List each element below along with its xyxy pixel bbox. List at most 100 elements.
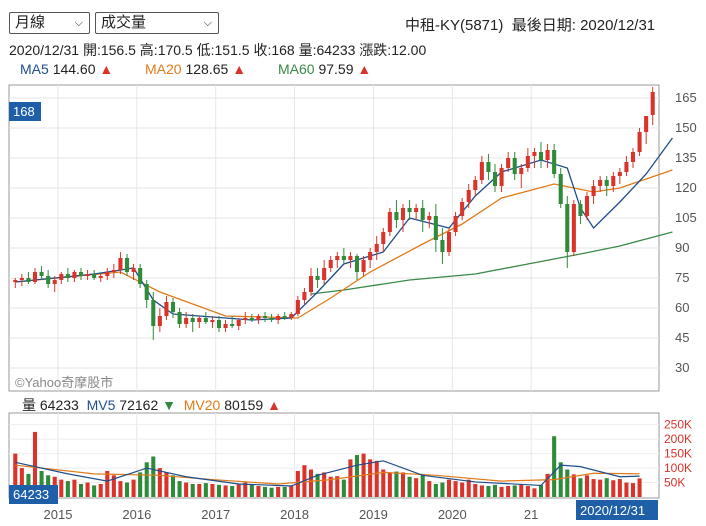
candle — [466, 184, 471, 208]
volume-bar — [308, 469, 314, 497]
last-date-label: 最後日期: — [511, 17, 576, 34]
open-label: 開: — [82, 42, 101, 58]
ma20-name: MA20 — [145, 61, 182, 77]
candle-body — [282, 316, 287, 318]
candle-body — [644, 116, 649, 132]
quote-row: 2020/12/31 開:156.5 高:170.5 低:151.5 收:168… — [9, 40, 426, 60]
volume-bar — [598, 479, 603, 497]
volume-bar — [466, 479, 471, 497]
volume-bar — [184, 482, 189, 497]
candle — [124, 254, 130, 276]
candle-body — [13, 280, 18, 282]
volume-bar — [565, 469, 570, 497]
volume-bar — [519, 483, 524, 497]
ma60-legend: MA60 97.59 ▲ — [278, 61, 371, 77]
volume-bar — [611, 480, 616, 497]
candle — [315, 268, 320, 288]
volume-bar — [197, 483, 202, 497]
candle — [111, 264, 116, 278]
candle-body — [203, 318, 208, 322]
candle-body — [243, 318, 248, 320]
volume-bar — [525, 486, 530, 497]
candle-body — [492, 172, 498, 186]
volume-bar — [98, 483, 103, 497]
candle — [584, 192, 590, 220]
candle — [308, 268, 314, 296]
candle-body — [506, 158, 511, 168]
volume-bar — [591, 479, 596, 497]
candle-body — [460, 202, 465, 216]
volume-bar — [486, 486, 491, 497]
volume-bar — [256, 486, 261, 497]
close-value: 168 — [271, 42, 295, 58]
candle-body — [578, 204, 583, 216]
volume-bar — [584, 475, 590, 497]
candle — [52, 276, 57, 292]
volume-bar — [177, 481, 182, 497]
indicator-select[interactable]: 成交量 ⌵ — [95, 12, 219, 34]
volume-bar — [348, 459, 353, 497]
candle — [302, 288, 307, 304]
volume-bar — [617, 479, 622, 497]
candle-body — [486, 162, 491, 172]
volume-bar — [420, 473, 425, 497]
quote-date: 2020/12/31 — [9, 42, 80, 58]
volume-tick-label: 50K — [664, 476, 685, 490]
candle — [348, 252, 353, 268]
chevron-down-icon: ⌵ — [74, 17, 83, 29]
volume-bar — [32, 431, 38, 497]
volume-bar — [131, 479, 136, 497]
period-select-value: 月線 — [15, 14, 46, 31]
period-select[interactable]: 月線 ⌵ — [9, 12, 90, 34]
chevron-down-icon: ⌵ — [203, 17, 212, 29]
candle — [525, 148, 530, 172]
volume-bar — [105, 470, 110, 497]
volume-bar — [479, 485, 484, 497]
candle — [532, 148, 537, 168]
candle-body — [151, 300, 156, 326]
candle-body — [538, 152, 544, 160]
candle — [486, 154, 491, 180]
candle — [578, 200, 583, 224]
volume-bar — [433, 483, 438, 497]
volume-tick-label: 100K — [664, 461, 692, 475]
volume-bar — [243, 482, 248, 497]
volume-bar — [295, 470, 300, 497]
candle — [184, 312, 189, 328]
candle — [39, 266, 44, 280]
candle-body — [552, 150, 557, 174]
ma5-name: MA5 — [20, 61, 49, 77]
volume-bar — [492, 484, 498, 497]
price-badge-box — [9, 102, 41, 121]
candle — [223, 320, 228, 332]
candle — [479, 156, 484, 184]
candle — [368, 248, 373, 268]
price-tick-label: 60 — [675, 300, 689, 315]
candle — [387, 208, 392, 236]
candle-body — [32, 272, 38, 282]
candle-body — [98, 276, 103, 278]
volume-bar — [427, 481, 432, 497]
close-label: 收: — [253, 42, 272, 58]
candle-body — [52, 280, 57, 284]
candle — [361, 256, 366, 276]
candle — [453, 212, 458, 236]
candle — [512, 152, 517, 180]
candle — [558, 168, 563, 208]
date-badge: 2020/12/31 — [580, 503, 645, 518]
candle — [295, 296, 300, 316]
x-tick-label: 2015 — [44, 507, 73, 522]
volume-bar — [65, 481, 70, 497]
volume-bar — [407, 476, 412, 497]
volume-bar — [453, 481, 458, 497]
ma60-value: 97.59 — [318, 61, 354, 77]
candle-body — [414, 208, 419, 212]
price-tick-label: 120 — [675, 180, 697, 195]
candle — [92, 270, 97, 280]
candle-body — [92, 274, 97, 278]
candle — [565, 196, 570, 268]
volume-bar — [315, 473, 320, 497]
ma20-line — [15, 169, 673, 319]
candle — [381, 228, 386, 252]
last-date: 2020/12/31 — [580, 17, 656, 34]
